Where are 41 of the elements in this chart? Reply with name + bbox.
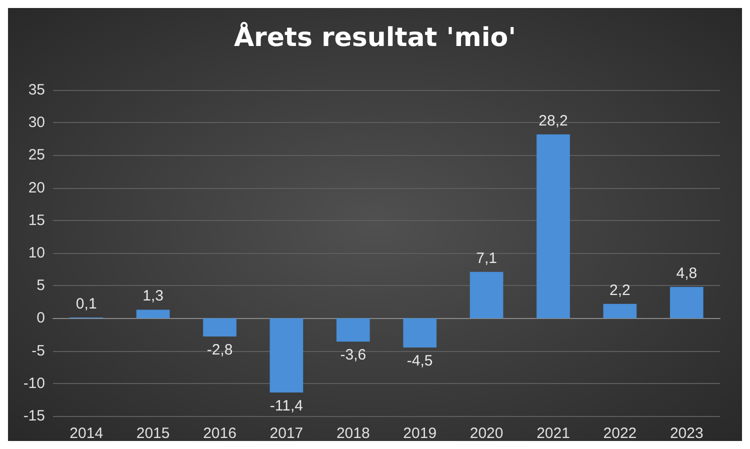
y-tick-label: 35 — [28, 82, 45, 98]
y-tick-label: 10 — [28, 244, 45, 262]
data-label: 1,3 — [142, 288, 164, 305]
x-tick-label: 2014 — [70, 425, 104, 442]
x-tick-label: 2015 — [136, 425, 170, 442]
bar — [670, 286, 704, 318]
x-tick-label: 2022 — [603, 425, 637, 442]
x-tick-label: 2017 — [270, 425, 304, 442]
y-tick-label: -5 — [32, 342, 45, 360]
data-label: 0,1 — [76, 296, 97, 313]
x-tick-label: 2019 — [403, 425, 437, 442]
y-tick-label: 15 — [28, 212, 45, 229]
chart-title: Årets resultat 'mio' — [234, 21, 516, 53]
y-tick-label: 20 — [28, 179, 45, 196]
data-label: 28,2 — [538, 112, 568, 130]
y-tick-label: -10 — [23, 374, 45, 392]
y-tick-label: -15 — [23, 408, 45, 424]
y-tick-label: 25 — [28, 146, 45, 164]
data-label: -11,4 — [270, 398, 303, 415]
x-tick-label: 2021 — [536, 425, 570, 442]
x-tick-label: 2020 — [470, 425, 504, 442]
bar — [536, 134, 570, 318]
bar — [403, 318, 437, 348]
data-label: 2,2 — [610, 282, 630, 299]
bar — [470, 272, 504, 318]
bar — [603, 304, 637, 318]
x-tick-label: 2023 — [670, 425, 704, 442]
data-label: 4,8 — [676, 264, 698, 282]
bar — [336, 318, 370, 342]
y-tick-label: 30 — [28, 114, 45, 132]
y-tick-label: 5 — [36, 277, 45, 294]
data-label: -2,8 — [206, 341, 233, 358]
bar — [270, 318, 304, 393]
x-tick-label: 2018 — [336, 425, 370, 442]
data-label: -3,6 — [340, 346, 366, 364]
data-label: 7,1 — [476, 250, 497, 267]
data-label: -4,5 — [406, 352, 433, 370]
y-tick-label: 0 — [36, 310, 45, 327]
x-tick-label: 2016 — [203, 425, 236, 442]
bar — [203, 318, 236, 336]
bar — [136, 310, 170, 318]
